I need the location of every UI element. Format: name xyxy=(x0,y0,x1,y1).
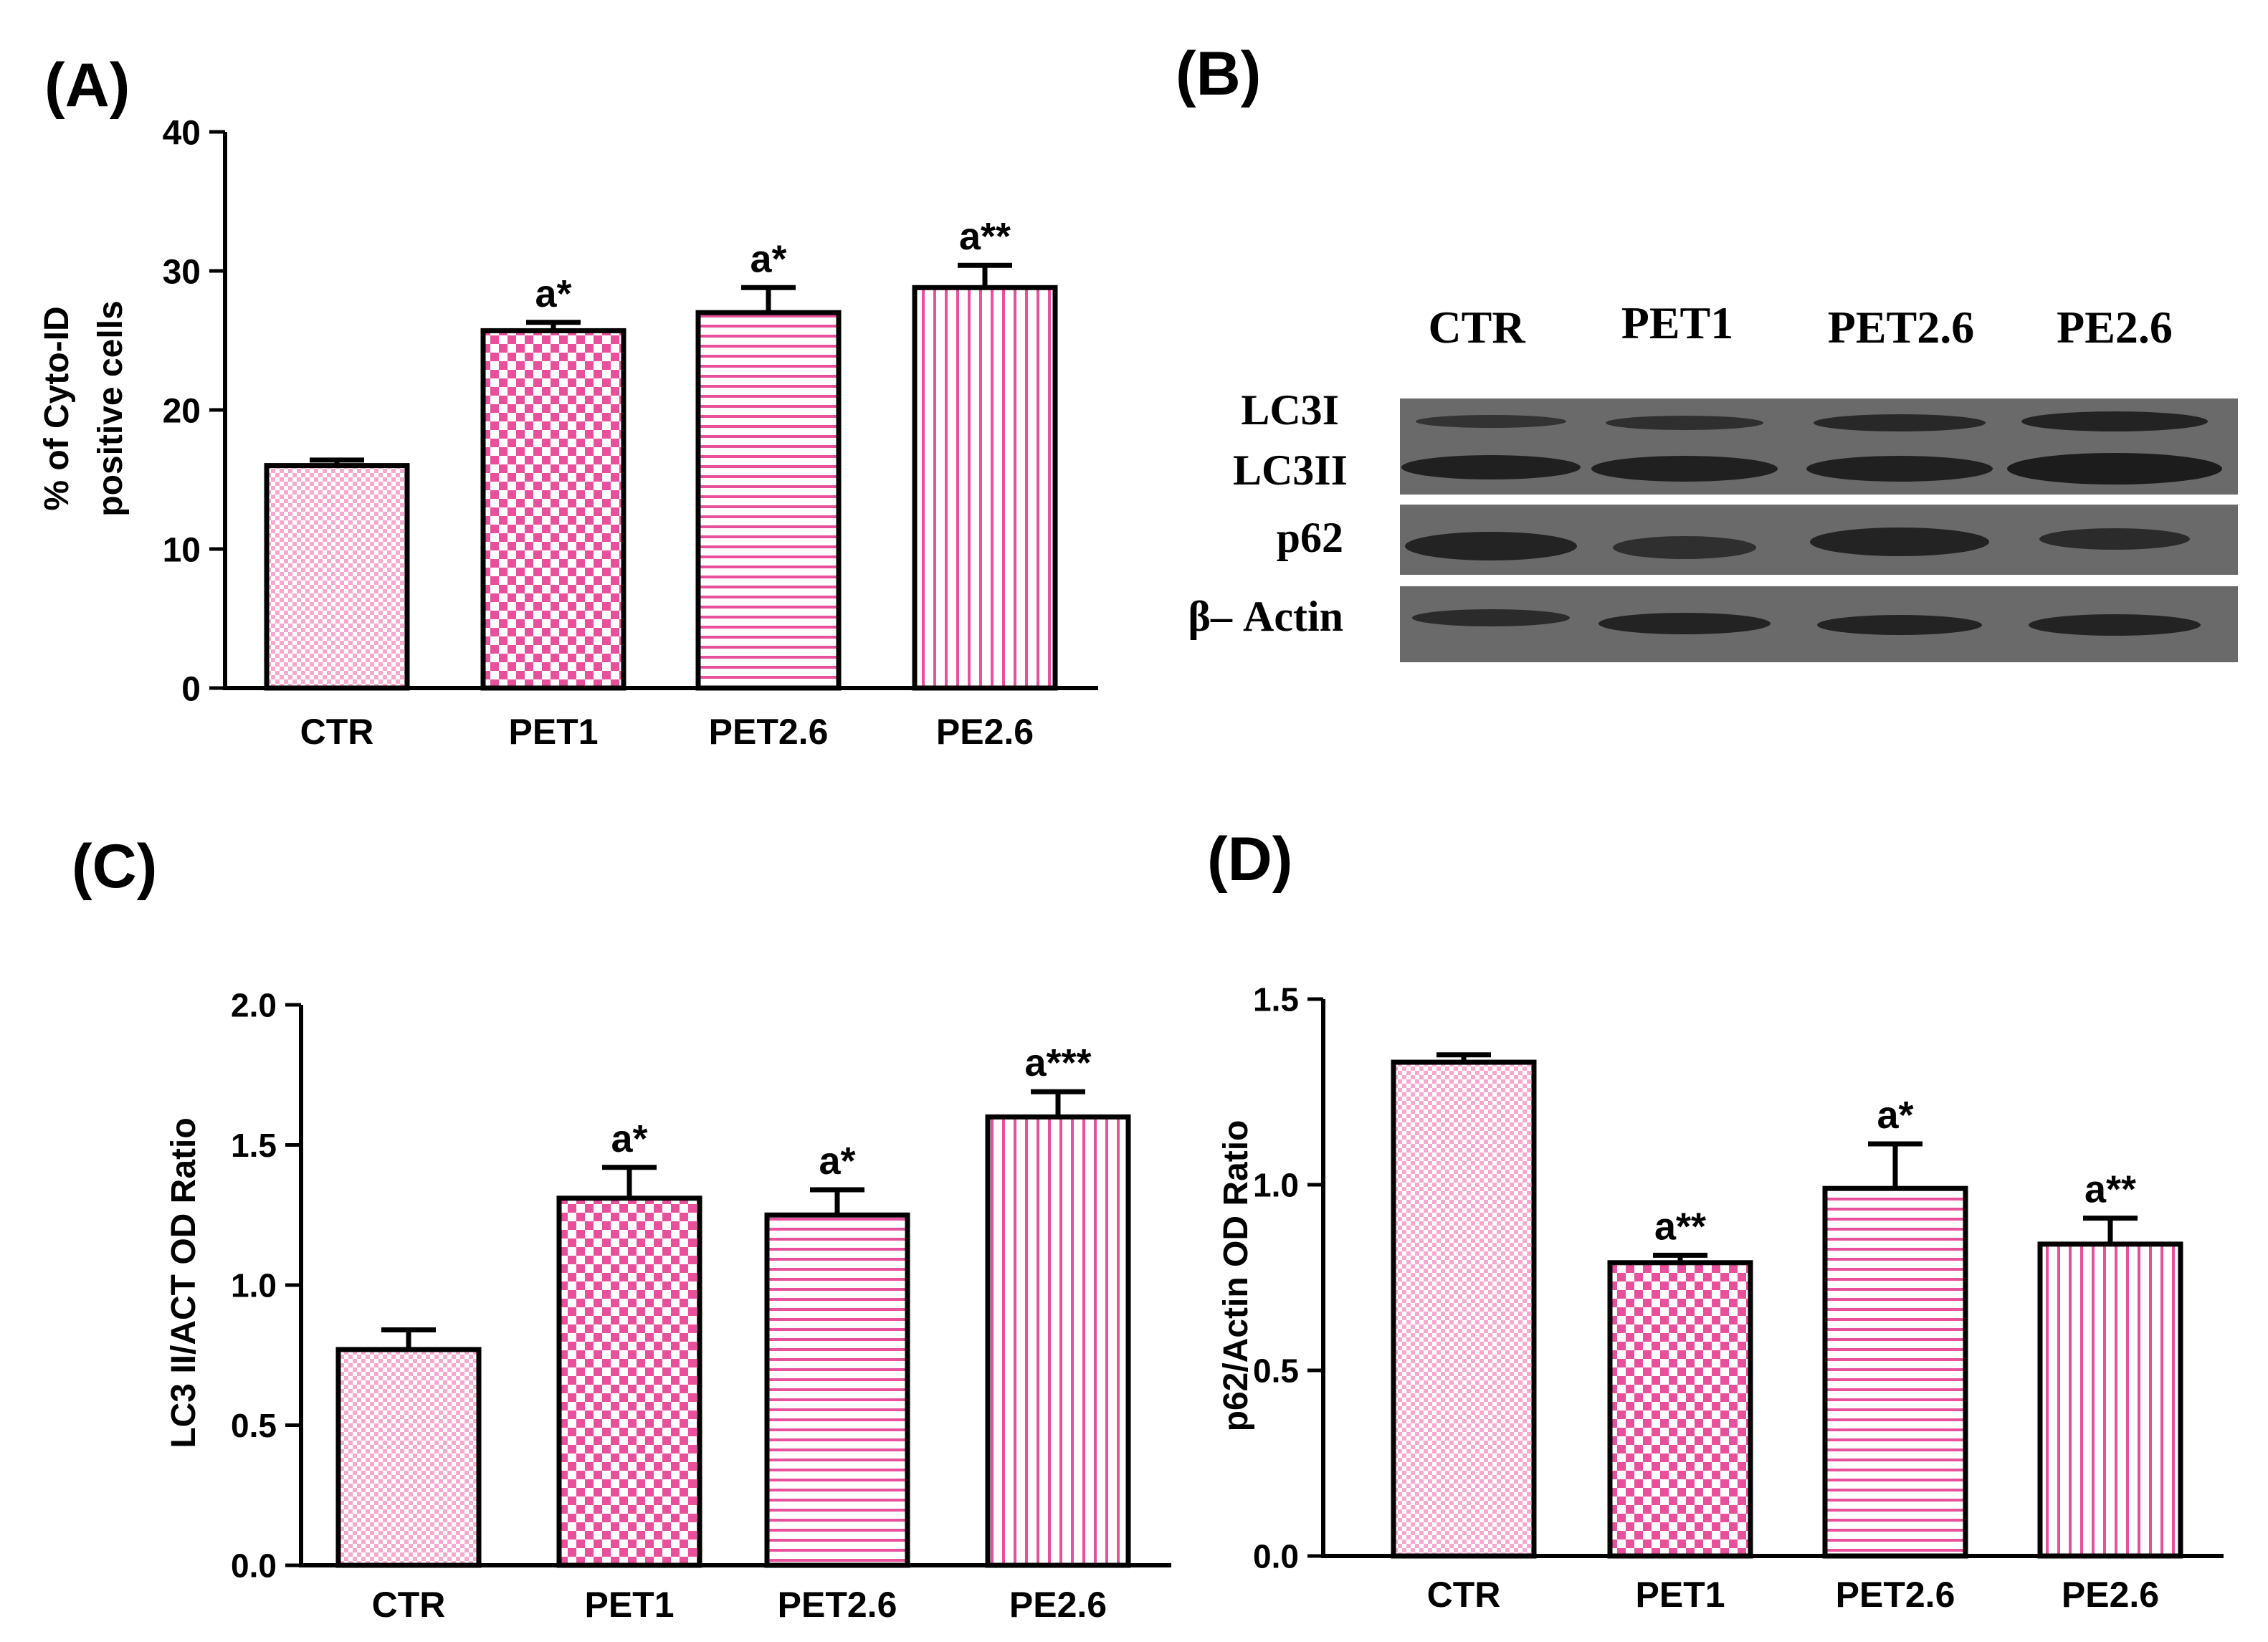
blot-band xyxy=(1806,456,1993,482)
blot-band xyxy=(1606,416,1763,430)
y-tick-label: 0.5 xyxy=(1253,1352,1299,1390)
y-tick-label: 40 xyxy=(163,114,201,152)
blot-lane-label: PET2.6 xyxy=(1828,302,1974,353)
blot-row-label: LC3II xyxy=(1233,447,1348,494)
blot-band xyxy=(1401,455,1581,479)
y-tick-label: 0.5 xyxy=(231,1407,277,1444)
x-tick-label: PE2.6 xyxy=(2062,1575,2159,1615)
bar xyxy=(1822,1185,1968,1559)
panel-label-a: (A) xyxy=(44,51,130,120)
blot-band xyxy=(2021,411,2208,431)
y-tick-label: 1.5 xyxy=(231,1127,277,1164)
significance-label: a* xyxy=(819,1140,855,1183)
bar xyxy=(985,1114,1131,1568)
blot-band xyxy=(1613,536,1756,559)
x-tick-label: PET1 xyxy=(508,712,598,752)
x-tick-label: CTR xyxy=(1427,1575,1501,1615)
y-axis-label: LC3 II/ACT OD Ratio xyxy=(165,1117,203,1448)
y-tick-label: 1.0 xyxy=(1253,1167,1299,1204)
bar xyxy=(1607,1260,1753,1559)
chart-d: 0.0 0.5 1.0 1.5 p62/Actin OD Ratio CTR a** PET1… xyxy=(1217,981,2224,1615)
blot-band xyxy=(2029,614,2201,636)
blot-band xyxy=(1814,414,1986,431)
significance-label: a* xyxy=(535,272,571,315)
blot-lane-label: CTR xyxy=(1428,302,1525,353)
y-tick-label: 0.0 xyxy=(231,1547,277,1585)
x-tick-label: PET1 xyxy=(1635,1575,1725,1615)
blot-band xyxy=(1405,532,1577,560)
significance-label: a*** xyxy=(1024,1041,1091,1084)
y-tick-label: 1.5 xyxy=(1253,981,1299,1018)
bar xyxy=(912,285,1058,691)
significance-label: a* xyxy=(611,1117,647,1160)
panel-label-d: (D) xyxy=(1207,825,1292,894)
blot-lane-label: PET1 xyxy=(1621,297,1733,348)
y-axis-label: % of Cyto-ID xyxy=(38,306,76,510)
x-tick-label: PE2.6 xyxy=(1009,1585,1107,1625)
blot-band xyxy=(1598,613,1771,634)
bar xyxy=(764,1212,910,1568)
blot-band xyxy=(1817,615,1982,635)
y-axis-label: positive cells xyxy=(92,300,130,516)
y-tick-label: 0 xyxy=(181,670,201,708)
x-tick-label: PE2.6 xyxy=(936,712,1034,752)
bar xyxy=(556,1195,702,1568)
blot-row-label: β– Actin xyxy=(1188,593,1343,640)
y-tick-label: 1.0 xyxy=(231,1267,277,1304)
y-tick-label: 20 xyxy=(163,392,201,430)
blot-row-label: p62 xyxy=(1277,514,1343,561)
y-tick-label: 2.0 xyxy=(231,987,277,1024)
bar xyxy=(695,310,842,691)
chart-c: 0.0 0.5 1.0 1.5 2.0 LC3 II/ACT OD Ratio CTR a* P… xyxy=(165,987,1171,1625)
y-tick-label: 30 xyxy=(163,253,201,291)
x-tick-label: PET2.6 xyxy=(1836,1575,1955,1615)
y-axis-label: p62/Actin OD Ratio xyxy=(1217,1120,1255,1432)
x-tick-label: PET1 xyxy=(584,1585,674,1625)
significance-label: a** xyxy=(959,215,1011,258)
blot-band xyxy=(1810,528,1989,556)
bar xyxy=(264,463,410,691)
significance-label: a** xyxy=(2084,1168,2136,1211)
x-tick-label: CTR xyxy=(372,1585,446,1625)
blot-band xyxy=(1591,456,1778,482)
y-tick-label: 0.0 xyxy=(1253,1538,1299,1575)
blot-band xyxy=(1412,609,1570,626)
bar xyxy=(480,328,626,691)
bar xyxy=(2037,1241,2183,1559)
significance-label: a* xyxy=(750,237,786,280)
western-blot: CTR PET1 PET2.6 PE2.6 LC3I LC3II p62 β– … xyxy=(1188,297,2238,662)
bar xyxy=(1391,1059,1537,1559)
x-tick-label: PET2.6 xyxy=(778,1585,897,1625)
x-tick-label: PET2.6 xyxy=(709,712,829,752)
panel-label-b: (B) xyxy=(1176,39,1261,108)
blot-row-label: LC3I xyxy=(1241,386,1339,434)
significance-label: a* xyxy=(1877,1094,1913,1137)
significance-label: a** xyxy=(1654,1205,1706,1248)
x-tick-label: CTR xyxy=(300,712,374,752)
blot-band xyxy=(2039,528,2190,550)
blot-band xyxy=(2007,453,2222,485)
y-tick-label: 10 xyxy=(163,531,201,569)
chart-a: 0 10 20 30 40 % of Cyto-ID positive cells CTR a*… xyxy=(38,114,1098,752)
blot-band xyxy=(1416,415,1566,428)
blot-lane-label: PE2.6 xyxy=(2057,302,2173,353)
bar xyxy=(335,1347,482,1568)
panel-label-c: (C) xyxy=(72,832,157,901)
